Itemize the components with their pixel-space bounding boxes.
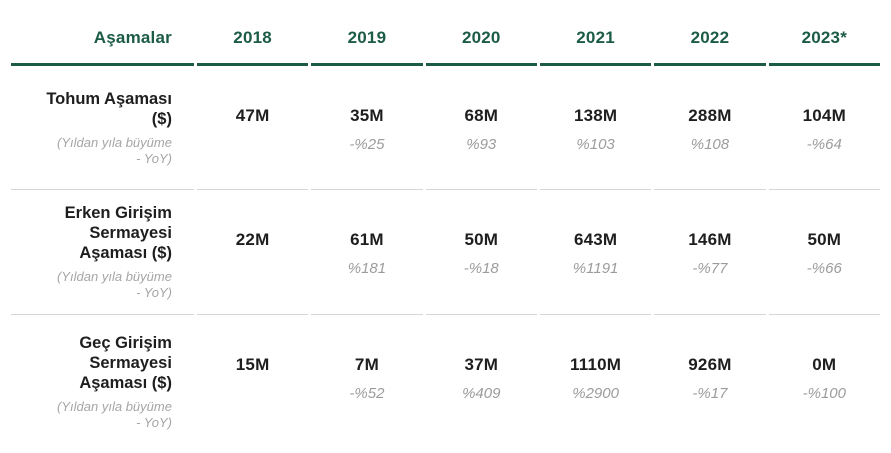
value-cell: 50M -%66 — [768, 190, 880, 315]
funding-stages-table: Aşamalar 2018 2019 2020 2021 2022 2023* … — [8, 0, 883, 449]
yoy-note: (Yıldan yıla büyüme - YoY) — [57, 399, 172, 430]
amount-value: 643M — [573, 230, 618, 249]
yoy-value: -%66 — [806, 260, 842, 277]
value-cell: 68M %93 — [425, 66, 537, 190]
value-cell: 37M %409 — [426, 315, 537, 449]
stage-title: Erken Girişim Sermayesi Aşaması ($) — [64, 204, 172, 262]
value-cell: 1110M %2900 — [540, 315, 651, 449]
yoy-note: (Yıldan yıla büyüme - YoY) — [57, 134, 172, 166]
value-cell: 138M %103 — [539, 66, 652, 190]
amount-value: 68M — [464, 106, 499, 125]
column-header-stages: Aşamalar — [11, 0, 194, 66]
yoy-value: -%18 — [463, 260, 499, 277]
amount-value: 22M — [235, 230, 270, 249]
amount-value: 104M — [802, 106, 846, 125]
yoy-value: -%25 — [349, 136, 385, 153]
value-cell: 7M -%52 — [311, 315, 422, 449]
row-label-cell: Tohum Aşaması ($) (Yıldan yıla büyüme - … — [11, 66, 194, 190]
amount-value: 50M — [807, 230, 842, 249]
value-cell: 61M %181 — [311, 190, 423, 315]
amount-value: 15M — [235, 355, 270, 374]
amount-value: 146M — [688, 230, 732, 249]
stage-title: Tohum Aşaması ($) — [46, 89, 172, 128]
yoy-value: -%17 — [692, 385, 728, 402]
yoy-value: %409 — [462, 385, 501, 402]
column-header-year-2023: 2023* — [768, 0, 880, 66]
value-cell: 22M — [196, 190, 309, 315]
column-header-year-2022: 2022 — [654, 0, 766, 66]
value-cell: 288M %108 — [654, 66, 766, 190]
column-header-year-2020: 2020 — [425, 0, 537, 66]
value-cell: 47M — [196, 66, 309, 190]
amount-value: 61M — [350, 230, 384, 249]
yoy-value: %103 — [576, 136, 615, 153]
value-cell: 0M -%100 — [769, 315, 880, 449]
value-cell: 926M -%17 — [654, 315, 765, 449]
amount-value: 37M — [464, 355, 499, 374]
yoy-value: %93 — [466, 136, 497, 153]
amount-value: 138M — [573, 106, 618, 125]
yoy-value: -%77 — [692, 260, 728, 277]
amount-value: 1110M — [570, 355, 622, 374]
value-cell: 104M -%64 — [768, 66, 880, 190]
amount-value: 0M — [812, 355, 837, 374]
yoy-value: %181 — [347, 260, 387, 277]
amount-value: 288M — [688, 106, 732, 125]
yoy-value: -%100 — [802, 385, 846, 402]
value-cell: 15M — [197, 315, 308, 449]
stage-title: Geç Girişim Sermayesi Aşaması ($) — [79, 334, 172, 392]
value-cell: 146M -%77 — [654, 190, 766, 315]
row-label-cell: Geç Girişim Sermayesi Aşaması ($) (Yılda… — [11, 315, 194, 449]
value-cell: 35M -%25 — [311, 66, 423, 190]
table-header: Aşamalar 2018 2019 2020 2021 2022 2023* — [11, 0, 880, 66]
yoy-value: -%64 — [806, 136, 842, 153]
table-body: Tohum Aşaması ($) (Yıldan yıla büyüme - … — [11, 66, 880, 449]
column-header-year-2021: 2021 — [539, 0, 652, 66]
yoy-note: (Yıldan yıla büyüme - YoY) — [57, 269, 172, 300]
amount-value: 47M — [235, 106, 270, 125]
header-row: Aşamalar 2018 2019 2020 2021 2022 2023* — [11, 0, 880, 66]
yoy-value: %108 — [690, 136, 730, 153]
table-row-late-vc-stage: Geç Girişim Sermayesi Aşaması ($) (Yılda… — [11, 315, 880, 449]
amount-value: 926M — [688, 355, 732, 374]
value-cell: 50M -%18 — [425, 190, 537, 315]
amount-value: 7M — [354, 355, 379, 374]
amount-value: 35M — [350, 106, 384, 125]
yoy-value: %1191 — [572, 260, 619, 277]
row-label-cell: Erken Girişim Sermayesi Aşaması ($) (Yıl… — [11, 190, 194, 315]
column-header-year-2018: 2018 — [196, 0, 309, 66]
yoy-value: -%52 — [349, 385, 385, 402]
table-row-seed-stage: Tohum Aşaması ($) (Yıldan yıla büyüme - … — [11, 66, 880, 190]
table-row-early-vc-stage: Erken Girişim Sermayesi Aşaması ($) (Yıl… — [11, 190, 880, 315]
value-cell: 643M %1191 — [539, 190, 652, 315]
column-header-year-2019: 2019 — [311, 0, 423, 66]
yoy-value: %2900 — [572, 385, 619, 402]
amount-value: 50M — [464, 230, 499, 249]
